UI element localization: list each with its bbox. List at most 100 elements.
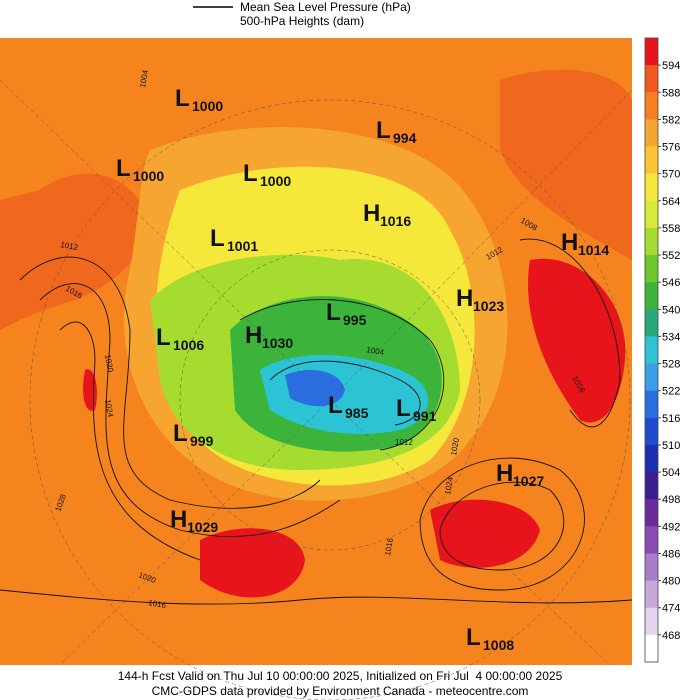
center-letter: L [376,117,391,144]
colorbar-frame [644,37,659,663]
center-letter: L [466,624,481,651]
center-letter: H [245,322,262,349]
center-value: 999 [190,433,214,449]
isobars [0,238,633,605]
colorbar-label: 516 [662,413,680,425]
footer-text: CMC-GDPS data provided by Environment Ca… [152,684,529,698]
center-letter: H [561,229,578,256]
center-value: 1006 [173,337,204,353]
warm-area [528,258,626,423]
colorbar-label: 564 [662,196,680,208]
center-letter: L [156,324,171,351]
center-value: 1030 [262,335,293,351]
contour-label: 1012 [60,240,80,252]
colorbar-label: 492 [662,521,680,533]
colorbar-label: 486 [662,548,680,560]
center-value: 1027 [513,473,544,489]
colorbar-segment [645,255,658,283]
center-value: 1001 [227,238,258,254]
contour-label: 1024 [443,476,455,496]
contour-label: 1024 [103,399,115,419]
colorbar-label: 540 [662,304,680,316]
center-value: 991 [413,408,437,424]
colorbar-label: 552 [662,250,680,262]
center-letter: H [170,506,187,533]
colorbar-segment [645,363,658,391]
colorbar-label: 534 [662,331,680,343]
center-value: 1000 [260,173,291,189]
colorbar-segment [645,390,658,419]
colorbar-label: 504 [662,467,680,479]
colorbar-label: 558 [662,223,680,235]
center-letter: L [116,155,131,182]
center-value: 1016 [380,213,411,229]
legend-text: 500-hPa Heights (dam) [240,14,364,28]
colorbar-label: 546 [662,277,680,289]
map [0,38,633,700]
colorbar-segment [645,634,658,663]
legend-text: Mean Sea Level Pressure (hPa) [240,0,411,14]
colorbar-segment [645,607,658,636]
center-value: 994 [393,130,417,146]
colorbar-segment [645,173,658,202]
colorbar-segment [645,146,658,174]
center-letter: H [496,460,513,487]
center-letter: L [210,225,225,252]
center-value: 1008 [483,637,514,653]
colorbar-segment [645,309,658,337]
colorbar-segment [645,336,658,364]
center-value: 1029 [187,519,218,535]
height-516 [285,370,345,407]
colorbar-label: 474 [662,603,680,615]
contour-label: 1016 [148,598,168,610]
colorbar-segment [645,282,658,310]
colorbar-segment [645,65,658,93]
center-value: 1000 [192,98,223,114]
colorbar: 594 588 582 576 570 564 558 552 546 540 534 528 522 5… [644,37,680,663]
center-letter: L [173,420,188,447]
center-value: 995 [343,312,367,328]
colorbar-segment [645,472,658,500]
center-letter: L [243,160,258,187]
colorbar-segment [645,38,658,66]
colorbar-label: 528 [662,359,680,371]
warm-area [430,499,540,568]
center-value: 1023 [473,298,504,314]
colorbar-label: 570 [662,169,680,181]
colorbar-label: 480 [662,576,680,588]
warm-area [0,173,150,330]
colorbar-label: 588 [662,87,680,99]
colorbar-segment [645,119,658,147]
colorbar-label: 522 [662,386,680,398]
warm-area [200,528,305,598]
contour-label: 1016 [383,537,395,557]
contour-label: 1004 [366,345,386,357]
center-letter: H [456,285,473,312]
center-letter: H [363,200,380,227]
graticule [0,79,633,700]
center-value: 1014 [578,242,609,258]
colorbar-segment [645,580,658,609]
colorbar-segment [645,499,658,527]
colorbar-segment [645,417,658,446]
warm-area [500,69,632,260]
colorbar-label: 576 [662,142,680,154]
center-letter: L [326,299,341,326]
colorbar-label: 468 [662,630,680,642]
center-letter: L [396,395,411,422]
colorbar-segment [645,553,658,581]
center-value: 1000 [133,168,164,184]
contour-label: 1020 [103,354,115,374]
colorbar-segment [645,92,658,120]
colorbar-label: 498 [662,494,680,506]
contour-label: 1004 [138,69,150,89]
contour-label: 1020 [449,437,461,457]
colorbar-segment [645,444,658,473]
colorbar-segment [645,200,658,229]
colorbar-segment [645,526,658,554]
colorbar-label: 510 [662,440,680,452]
center-letter: L [328,392,343,419]
center-value: 985 [345,405,369,421]
legend: Mean Sea Level Pressure (hPa) 500-hPa He… [193,0,411,28]
